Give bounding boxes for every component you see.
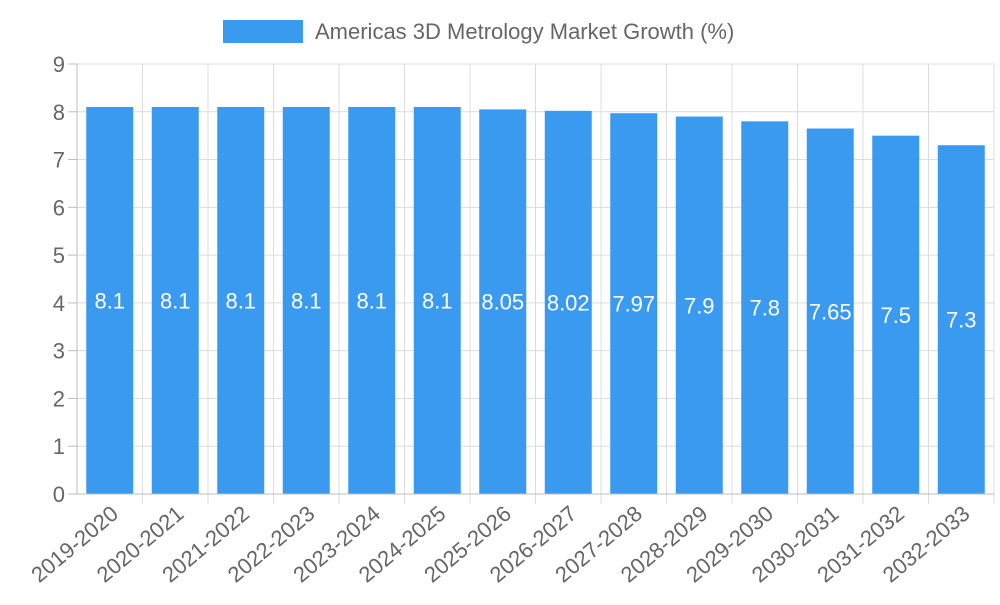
gridlines <box>77 63 995 504</box>
legend-swatch[interactable] <box>223 20 303 43</box>
y-tick-label: 8 <box>53 100 65 125</box>
y-tick-label: 9 <box>53 52 65 77</box>
bar <box>151 107 199 494</box>
y-axis-ticks: 0 1 2 3 4 5 6 7 8 9 <box>53 52 77 507</box>
y-tick-label: 2 <box>53 386 65 411</box>
legend[interactable]: Americas 3D Metrology Market Growth (%) <box>223 19 734 44</box>
bar-value-label: 7.3 <box>946 308 977 333</box>
bar-value-label: 8.1 <box>291 289 322 314</box>
y-tick-label: 3 <box>53 339 65 364</box>
bar <box>413 107 461 494</box>
bar-value-label: 7.65 <box>809 299 852 324</box>
bar <box>806 128 854 494</box>
bar <box>610 113 658 494</box>
bar-value-label: 7.8 <box>749 296 780 321</box>
bar <box>479 109 527 494</box>
y-tick-label: 0 <box>53 482 65 507</box>
bar-value-label: 8.1 <box>94 289 125 314</box>
bar <box>872 135 920 494</box>
x-axis-ticks: 2019-20202020-20212021-20222022-20232023… <box>26 501 974 588</box>
bar-value-label: 8.02 <box>547 290 590 315</box>
data-labels: 8.1 8.1 8.1 8.1 8.1 8.1 8.05 8.02 7.97 7.9 7.8 7.65… <box>94 289 976 333</box>
bar-value-label: 8.05 <box>481 290 524 315</box>
bar <box>282 107 330 494</box>
bar-value-label: 7.5 <box>880 303 911 328</box>
bar <box>348 107 396 494</box>
y-tick-label: 7 <box>53 148 65 173</box>
y-tick-label: 4 <box>53 291 65 316</box>
y-tick-label: 5 <box>53 243 65 268</box>
bar-value-label: 7.9 <box>684 293 715 318</box>
y-tick-label: 1 <box>53 434 65 459</box>
bar-value-label: 8.1 <box>356 289 387 314</box>
bar <box>675 116 723 495</box>
axes <box>68 64 994 495</box>
bar <box>86 107 134 494</box>
y-tick-label: 6 <box>53 195 65 220</box>
bar-value-label: 8.1 <box>422 289 453 314</box>
bar <box>741 121 789 494</box>
bars <box>86 107 985 495</box>
bar-value-label: 8.1 <box>225 289 256 314</box>
bar-value-label: 8.1 <box>160 289 191 314</box>
legend-label[interactable]: Americas 3D Metrology Market Growth (%) <box>315 19 734 44</box>
bar <box>937 145 985 494</box>
bar <box>544 110 592 495</box>
bar-value-label: 7.97 <box>612 292 655 317</box>
bar <box>217 107 265 494</box>
